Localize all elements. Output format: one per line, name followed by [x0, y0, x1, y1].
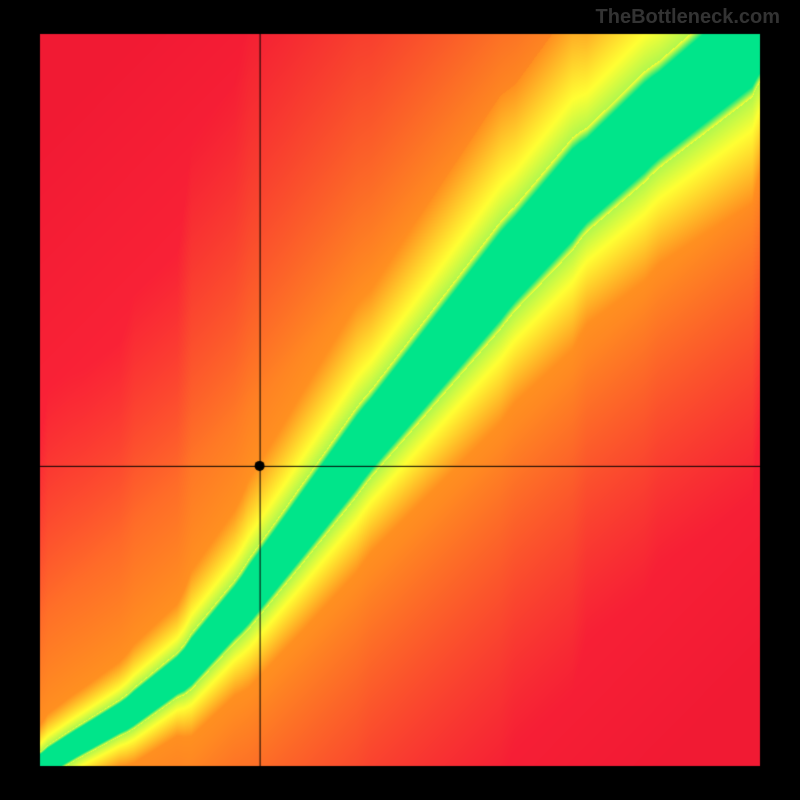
watermark-text: TheBottleneck.com — [596, 6, 780, 29]
chart-container: TheBottleneck.com — [0, 0, 800, 800]
bottleneck-heatmap — [0, 0, 800, 800]
